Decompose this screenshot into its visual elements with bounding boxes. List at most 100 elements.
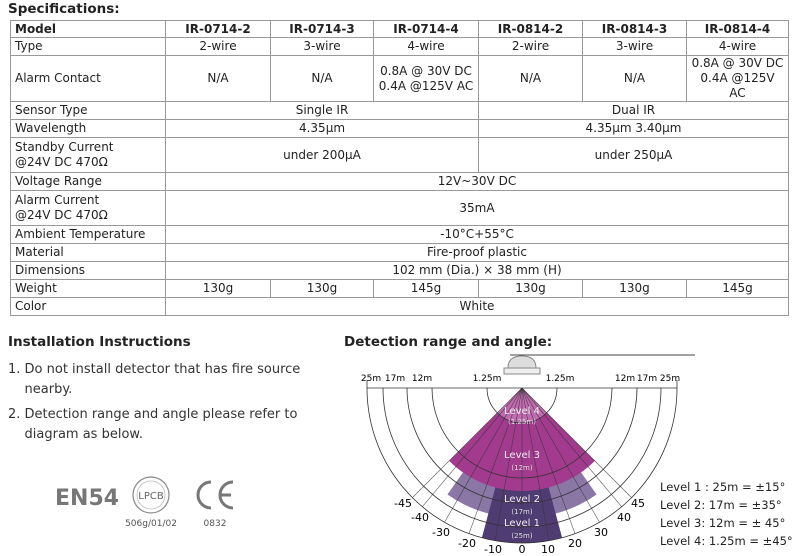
angle-label: 45 — [631, 497, 645, 510]
row-label: Material — [10, 243, 166, 262]
row-label: Alarm Contact — [10, 55, 166, 102]
level-range: (1.25m) — [508, 418, 536, 426]
row-label: Type — [10, 37, 166, 56]
ce-c — [196, 480, 212, 510]
level-range: (17m) — [511, 508, 532, 516]
header-cell: IR-0814-2 — [478, 20, 583, 38]
level-name: Level 2 — [504, 494, 540, 505]
cell: 4-wire — [686, 37, 789, 56]
angle-label: 40 — [617, 511, 631, 524]
row-label: Dimensions — [10, 261, 166, 280]
ce-code: 0832 — [204, 519, 227, 529]
table-row: Ambient Temperature -10°C+55°C — [10, 225, 789, 244]
angle-ray — [444, 387, 523, 523]
install-item: 2. Detection range and angle please refe… — [8, 407, 298, 442]
cell: 2-wire — [165, 37, 271, 56]
angle-ray — [412, 387, 523, 498]
header-cell: Model — [10, 20, 166, 38]
angle-ray — [521, 387, 622, 507]
lpcb-ring — [136, 480, 166, 510]
spec-table: Model IR-0714-2 IR-0714-3 IR-0714-4 IR-0814-… — [10, 20, 789, 316]
header-cell: IR-0814-3 — [582, 20, 687, 38]
radius-label: 12m — [412, 374, 432, 384]
header-cell: IR-0714-3 — [270, 20, 374, 38]
legend-entry: Level 1 : 25m = ±15° — [660, 480, 785, 494]
cell: 12V~30V DC — [165, 172, 789, 191]
sensor — [507, 355, 537, 369]
cell: -10°C+55°C — [165, 225, 789, 244]
row-label: Wavelength — [10, 119, 166, 138]
angle-ray — [521, 387, 632, 498]
cell: Fire-proof plastic — [165, 243, 789, 262]
table-row: Material Fire-proof plastic — [10, 243, 789, 262]
table-header: Model IR-0714-2 IR-0714-3 IR-0714-4 IR-0814-… — [10, 20, 789, 38]
legend-entry: Level 4: 1.25m = ±45° — [660, 534, 793, 548]
level-range: (12m) — [511, 464, 532, 472]
table-row: Color White — [10, 297, 789, 316]
cell: N/A — [165, 55, 271, 102]
en54-logo: EN54 — [55, 486, 120, 511]
table-row: Type 2-wire 3-wire 4-wire 2-wire 3-wire 4-wire — [10, 37, 789, 56]
cell: 0.8A @ 30V DC 0.4A @125V AC — [373, 55, 479, 102]
angle-label: -30 — [432, 526, 450, 539]
cell: 3-wire — [582, 37, 687, 56]
cell: 2-wire — [478, 37, 583, 56]
level-name: Level 3 — [504, 450, 540, 461]
cell: 4-wire — [373, 37, 479, 56]
cell: 4.35μm — [165, 119, 479, 138]
row-label: Alarm Current @24V DC 470Ω — [10, 190, 166, 226]
legend-entry: Level 2: 17m = ±35° — [660, 498, 782, 512]
angle-label: -45 — [394, 497, 412, 510]
table-row: Dimensions 102 mm (Dia.) × 38 mm (H) — [10, 261, 789, 280]
cert-logos: LPCB 506g/01/02 0832 — [125, 476, 234, 529]
header-cell: IR-0814-4 — [686, 20, 789, 38]
angle-ray — [494, 387, 523, 541]
radius-label: 17m — [385, 374, 405, 384]
angle-ray — [521, 387, 550, 541]
install-item: 1. Do not install detector that has fire… — [8, 362, 301, 397]
table-row: Wavelength 4.35μm 4.35μm 3.40μm — [10, 119, 789, 138]
header-cell: IR-0714-4 — [373, 20, 479, 38]
cell: under 250μA — [478, 137, 789, 173]
radius-label: 1.25m — [473, 374, 502, 384]
row-label: Color — [10, 297, 166, 316]
cell: 4.35μm 3.40μm — [478, 119, 789, 138]
cell: 145g — [686, 279, 789, 298]
cell: 130g — [478, 279, 583, 298]
table-row: Sensor Type Single IR Dual IR — [10, 101, 789, 120]
detection-diagram: 25m 17m 12m 1.25m 1.25m 12m 17m 25m-45-40-30-20… — [361, 354, 793, 556]
row-label: Ambient Temperature — [10, 225, 166, 244]
cell: Dual IR — [478, 101, 789, 120]
row-label: Voltage Range — [10, 172, 166, 191]
sensor-base — [503, 367, 541, 375]
cell: 102 mm (Dia.) × 38 mm (H) — [165, 261, 789, 280]
ce-e — [218, 480, 234, 510]
angle-ray — [521, 387, 600, 523]
radius-label: 12m — [615, 374, 635, 384]
install-title: Installation Instructions — [8, 334, 191, 350]
table-row: Voltage Range 12V~30V DC — [10, 172, 789, 191]
cell: 0.8A @ 30V DC 0.4A @125V AC — [686, 55, 789, 102]
legend-entry: Level 3: 12m = ± 45° — [660, 516, 785, 530]
table-row: Alarm Current @24V DC 470Ω 35mA — [10, 190, 789, 226]
row-label: Standby Current @24V DC 470Ω — [10, 137, 166, 173]
table-row: Weight 130g 130g 145g 130g 130g 145g — [10, 279, 789, 298]
cell: N/A — [478, 55, 583, 102]
spec-title: Specifications: — [8, 1, 120, 17]
radius-label: 25m — [660, 374, 680, 384]
lpcb-ring — [132, 476, 170, 514]
cell: 35mA — [165, 190, 789, 226]
table-row: Standby Current @24V DC 470Ω under 200μA u… — [10, 137, 789, 173]
cell: White — [165, 297, 789, 316]
angle-label: -20 — [458, 537, 476, 550]
level-name: Level 4 — [504, 406, 540, 417]
cell: N/A — [582, 55, 687, 102]
table-row: Alarm Contact N/A N/A 0.8A @ 30V DC 0.4A @1… — [10, 55, 789, 102]
angle-ray — [521, 387, 576, 534]
angle-ray — [422, 387, 523, 507]
angle-label: 0 — [519, 543, 526, 556]
lpcb-text: LPCB — [138, 491, 164, 502]
radius-label: 25m — [361, 374, 381, 384]
cell: 130g — [165, 279, 271, 298]
